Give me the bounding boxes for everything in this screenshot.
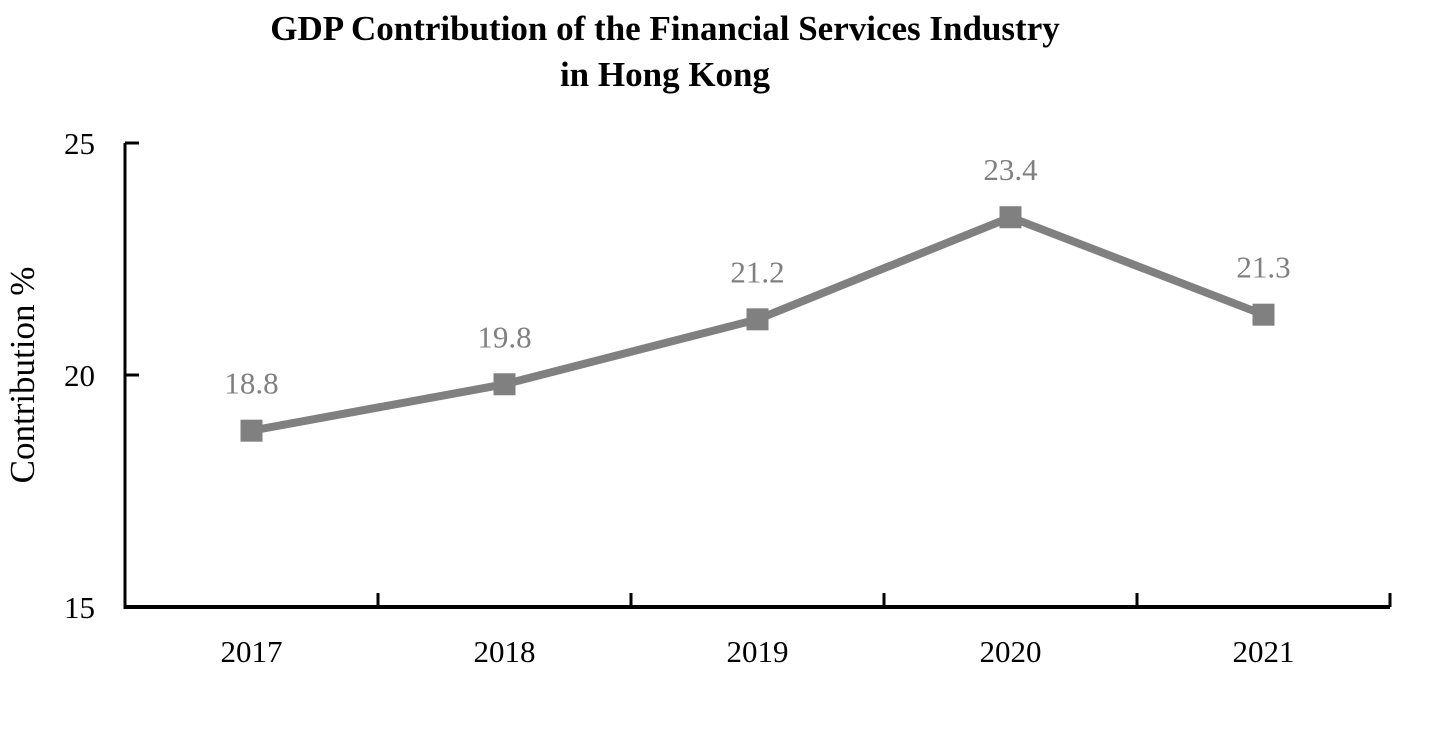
data-point-label: 21.3 — [1236, 250, 1290, 285]
data-point-label: 23.4 — [983, 152, 1038, 187]
y-axis-tick-label: 25 — [64, 126, 95, 161]
x-axis-tick-label: 2021 — [1233, 634, 1295, 669]
data-point-label: 18.8 — [224, 366, 278, 401]
data-point-marker — [240, 419, 263, 442]
x-axis-tick-label: 2020 — [980, 634, 1042, 669]
data-point-marker — [746, 308, 769, 331]
y-axis-tick-label: 15 — [64, 590, 95, 625]
data-point-marker — [493, 373, 516, 396]
x-axis-tick-label: 2018 — [474, 634, 536, 669]
chart-title-line1: GDP Contribution of the Financial Servic… — [270, 9, 1060, 48]
data-point-marker — [999, 206, 1022, 229]
x-axis-tick-label: 2019 — [727, 634, 789, 669]
y-axis-title: Contribution % — [3, 266, 42, 484]
x-axis-tick-label: 2017 — [221, 634, 283, 669]
y-axis-tick-label: 20 — [64, 358, 95, 393]
data-point-label: 21.2 — [730, 254, 784, 289]
data-point-marker — [1252, 303, 1275, 326]
chart-title-line2: in Hong Kong — [559, 55, 771, 94]
data-point-label: 19.8 — [477, 319, 531, 354]
chart-title: GDP Contribution of the Financial Servic… — [0, 6, 1330, 98]
